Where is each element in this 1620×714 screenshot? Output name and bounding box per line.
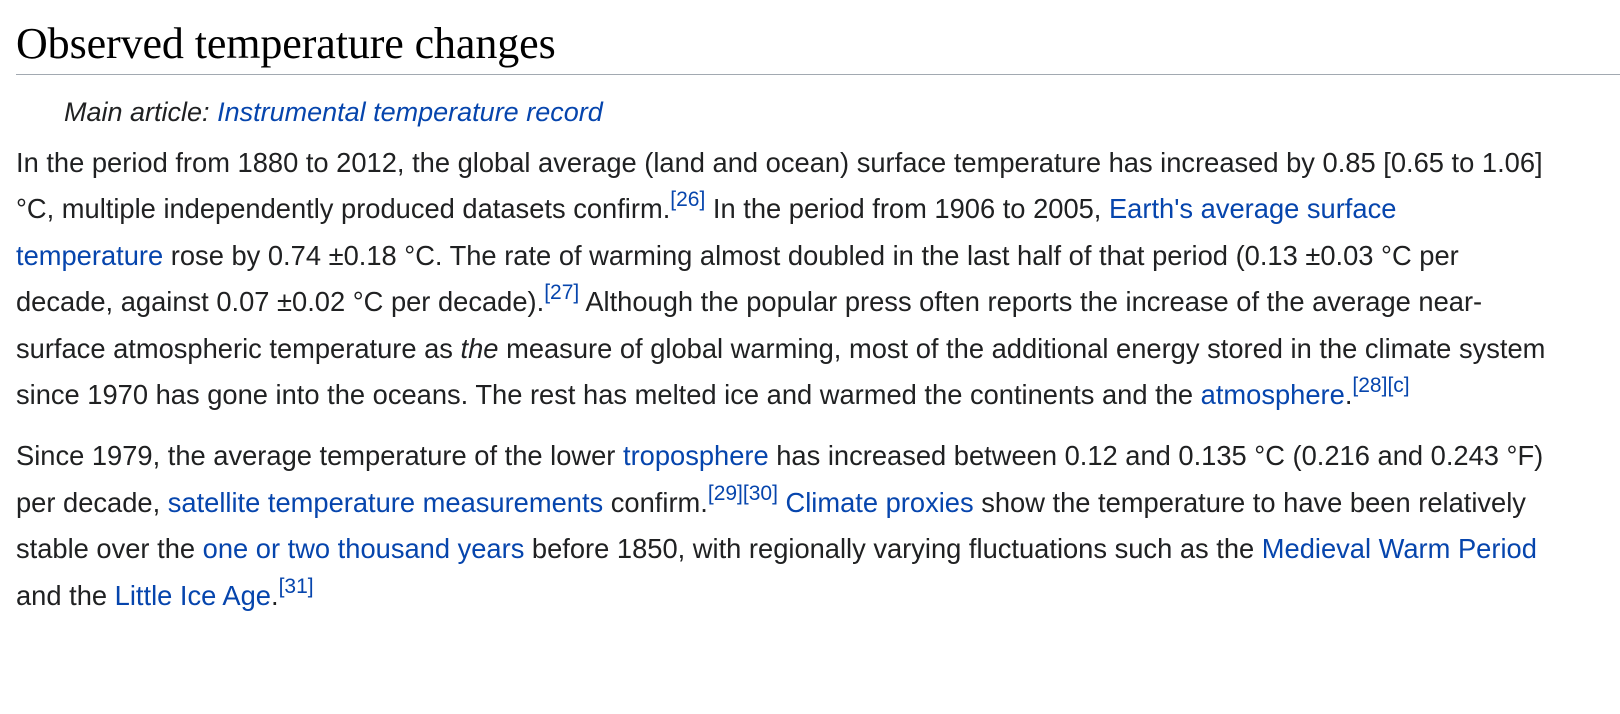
p2-text-5: show the temperature to have been relati… <box>16 486 1526 565</box>
link-climate-proxies[interactable]: Climate proxies <box>785 486 974 518</box>
p2-text-6: before 1850, with regionally varying flu… <box>524 533 1262 565</box>
link-earths-average-surface-temperature[interactable]: Earth's average surface temperature <box>16 193 1397 271</box>
link-troposphere[interactable]: troposphere <box>622 440 769 472</box>
link-satellite-temperature-measurements[interactable]: satellite temperature measurements <box>167 486 604 518</box>
citation-30-link[interactable]: [30] <box>742 481 778 505</box>
main-article-hatnote: Main article: Instrumental temperature r… <box>64 92 1620 132</box>
citation-26: [26] <box>670 188 705 211</box>
citation-27-link[interactable]: [27] <box>544 281 580 305</box>
p1-text-2: In the period from 1906 to 2005, <box>705 193 1109 225</box>
article-section: Observed temperature changes Main articl… <box>16 0 1620 619</box>
hatnote-prefix: Main article: <box>64 97 218 127</box>
paragraph-1: In the period from 1880 to 2012, the glo… <box>16 140 1546 418</box>
p1-text-6: . <box>1344 379 1353 411</box>
p1-text-5: measure of global warming, most of the a… <box>16 332 1546 411</box>
p2-text-2: has increased between 0.12 and 0.135 °C … <box>16 440 1544 518</box>
citation-28: [28][c] <box>1352 374 1409 397</box>
p1-text-1: In the period from 1880 to 2012, the glo… <box>16 147 1543 225</box>
p2-text-7: and the <box>16 579 115 611</box>
citation-31-link[interactable]: [31] <box>278 574 314 598</box>
citation-29-30: [29][30] <box>708 482 778 505</box>
link-atmosphere[interactable]: atmosphere <box>1200 379 1345 411</box>
p2-text-3: confirm. <box>603 486 708 518</box>
link-little-ice-age[interactable]: Little Ice Age <box>114 579 271 611</box>
link-one-or-two-thousand-years[interactable]: one or two thousand years <box>202 533 525 565</box>
paragraph-2: Since 1979, the average temperature of t… <box>16 433 1546 619</box>
p2-text-4 <box>778 487 786 518</box>
note-c-link[interactable]: [c] <box>1387 374 1410 398</box>
p1-text-4: Although the popular press often reports… <box>16 286 1483 364</box>
link-medieval-warm-period[interactable]: Medieval Warm Period <box>1261 533 1537 565</box>
citation-31: [31] <box>279 575 314 598</box>
citation-27: [27] <box>544 281 579 304</box>
p2-text-1: Since 1979, the average temperature of t… <box>16 440 623 472</box>
citation-29-link[interactable]: [29] <box>707 481 743 505</box>
citation-26-link[interactable]: [26] <box>670 188 706 212</box>
p2-text-8: . <box>270 579 279 611</box>
link-instrumental-temperature-record[interactable]: Instrumental temperature record <box>217 97 603 127</box>
section-heading: Observed temperature changes <box>16 0 1620 75</box>
p1-text-3: rose by 0.74 ±0.18 °C. The rate of warmi… <box>16 239 1459 318</box>
citation-28-link[interactable]: [28] <box>1352 374 1388 398</box>
p1-emphasis-the: the <box>460 332 499 364</box>
